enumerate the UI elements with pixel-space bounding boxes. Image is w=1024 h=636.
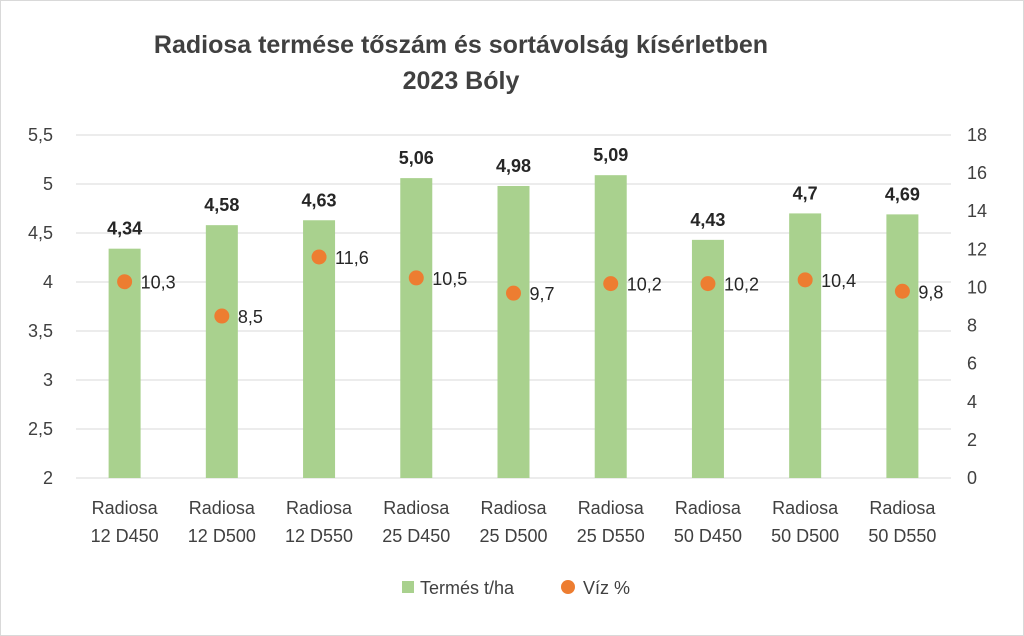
left-axis-tick-label: 3,5 <box>28 321 53 341</box>
bar <box>594 175 627 478</box>
category-label: Radiosa <box>480 498 547 518</box>
right-axis-tick-label: 4 <box>967 392 977 412</box>
point-data-label: 10,2 <box>724 275 759 295</box>
data-point <box>117 274 133 290</box>
data-point <box>408 270 424 286</box>
category-label: 25 D550 <box>577 526 645 546</box>
point-data-label: 10,2 <box>627 275 662 295</box>
bar-data-label: 4,34 <box>107 219 142 239</box>
chart-subtitle: 2023 Bóly <box>403 67 520 95</box>
category-label: Radiosa <box>383 498 450 518</box>
left-axis-tick-label: 2,5 <box>28 419 53 439</box>
bar-data-label: 4,43 <box>690 210 725 230</box>
right-axis-tick-label: 0 <box>967 468 977 488</box>
left-axis-tick-label: 5,5 <box>28 125 53 145</box>
bar <box>886 214 919 478</box>
legend-swatch-point <box>561 580 575 594</box>
point-series <box>117 249 910 324</box>
bar-data-label: 4,58 <box>204 195 239 215</box>
category-label: 50 D500 <box>771 526 839 546</box>
left-axis-tick-label: 2 <box>43 468 53 488</box>
category-label: 50 D450 <box>674 526 742 546</box>
data-point <box>214 308 230 324</box>
legend-label-bar: Termés t/ha <box>420 578 515 598</box>
category-label: Radiosa <box>578 498 645 518</box>
right-axis-tick-label: 18 <box>967 125 987 145</box>
bar-data-label: 4,7 <box>793 183 818 203</box>
bar-data-labels: 4,34 4,58 4,63 5,06 4,98 5,09 4,43 4,7 4,69 <box>107 145 920 239</box>
chart-title: Radiosa termése tőszám és sortávolság kí… <box>154 31 768 59</box>
bar <box>789 213 822 478</box>
right-axis-tick-label: 6 <box>967 354 977 374</box>
point-data-label: 11,6 <box>335 248 369 268</box>
point-data-label: 10,4 <box>821 271 856 291</box>
point-data-label: 9,7 <box>530 284 555 304</box>
category-label: Radiosa <box>869 498 936 518</box>
bar-data-label: 5,06 <box>399 148 434 168</box>
bar-data-label: 4,69 <box>885 184 920 204</box>
category-label: 12 D500 <box>188 526 256 546</box>
data-point <box>894 283 910 299</box>
category-label: 12 D550 <box>285 526 353 546</box>
bar <box>400 178 433 478</box>
bar <box>691 239 724 478</box>
point-data-label: 10,3 <box>141 273 176 293</box>
right-axis-tick-label: 16 <box>967 163 987 183</box>
legend-swatch-bar <box>402 581 414 593</box>
right-axis-ticks: 0 2 4 6 8 10 12 14 16 18 <box>967 125 987 488</box>
left-axis-tick-label: 4 <box>43 272 53 292</box>
bar-data-label: 4,98 <box>496 156 531 176</box>
legend-label-point: Víz % <box>583 578 630 598</box>
bar-data-label: 4,63 <box>302 190 337 210</box>
left-axis-tick-label: 4,5 <box>28 223 53 243</box>
category-label: Radiosa <box>675 498 742 518</box>
category-label: 25 D500 <box>479 526 547 546</box>
data-point <box>797 272 813 288</box>
category-label: Radiosa <box>286 498 353 518</box>
left-axis-tick-label: 5 <box>43 174 53 194</box>
point-data-label: 9,8 <box>918 282 943 302</box>
legend: Termés t/ha Víz % <box>402 578 630 598</box>
category-label: Radiosa <box>92 498 159 518</box>
bar-data-label: 5,09 <box>593 145 628 165</box>
point-data-labels: 10,3 8,5 11,6 10,5 9,7 10,2 10,2 10,4 9,8 <box>141 248 944 327</box>
bar <box>205 225 238 478</box>
bar <box>497 185 530 478</box>
data-point <box>311 249 327 265</box>
data-point <box>700 276 716 292</box>
point-data-label: 10,5 <box>432 269 467 289</box>
left-axis-tick-label: 3 <box>43 370 53 390</box>
category-axis-labels: Radiosa 12 D450 Radiosa 12 D500 Radiosa 12 D5… <box>91 498 937 546</box>
left-axis-ticks: 2 2,5 3 3,5 4 4,5 5 5,5 <box>28 125 53 488</box>
category-label: 25 D450 <box>382 526 450 546</box>
category-label: Radiosa <box>189 498 256 518</box>
right-axis-tick-label: 2 <box>967 430 977 450</box>
bar-series <box>108 175 919 478</box>
right-axis-tick-label: 12 <box>967 239 987 259</box>
right-axis-tick-label: 10 <box>967 277 987 297</box>
data-point <box>603 276 619 292</box>
category-label: Radiosa <box>772 498 839 518</box>
right-axis-tick-label: 8 <box>967 316 977 336</box>
category-label: 50 D550 <box>868 526 936 546</box>
category-label: 12 D450 <box>91 526 159 546</box>
point-data-label: 8,5 <box>238 307 263 327</box>
right-axis-tick-label: 14 <box>967 201 987 221</box>
data-point <box>506 285 521 301</box>
